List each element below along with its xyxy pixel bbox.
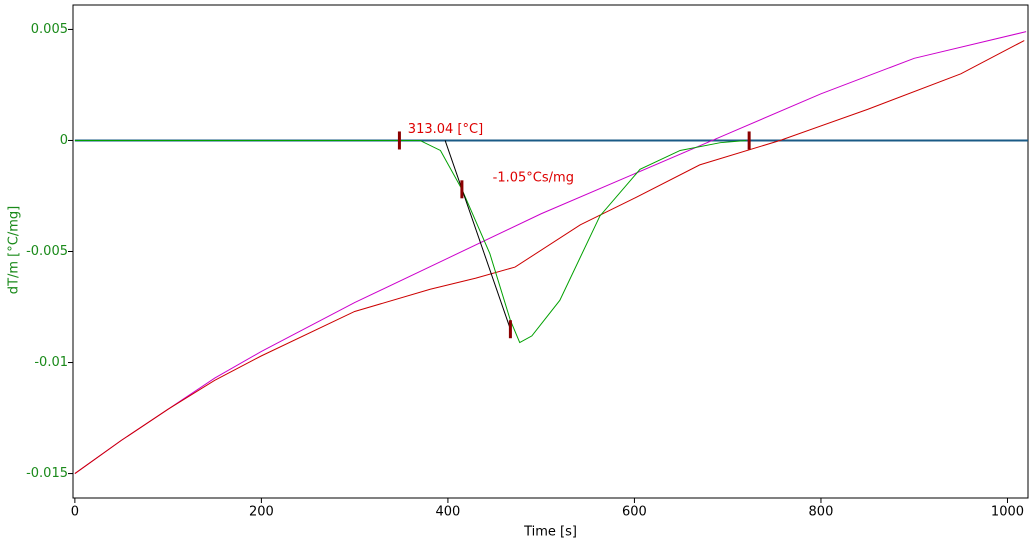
marker (747, 131, 751, 150)
annotation: 313.04 [°C] (408, 122, 483, 137)
y-axis-label: dT/m [°C/mg] (7, 206, 22, 294)
y-tick-label: -0.01 (34, 355, 68, 370)
line-series (74, 31, 1027, 474)
y-tick-label: -0.015 (26, 466, 68, 481)
marker (397, 131, 401, 150)
line-series (74, 139, 747, 344)
y-tick-label: -0.005 (26, 244, 68, 259)
x-tick-label: 400 (435, 505, 460, 520)
line-series (74, 40, 1025, 474)
annotation: -1.05°Cs/mg (493, 171, 574, 186)
y-tick-label: 0.005 (31, 22, 68, 37)
x-tick-label: 600 (622, 505, 647, 520)
marker (508, 320, 512, 339)
x-axis-label: Time [s] (523, 525, 577, 540)
y-tick-label: 0 (60, 133, 68, 148)
x-tick-label: 800 (809, 505, 834, 520)
marker (460, 180, 464, 199)
line-series (444, 140, 511, 330)
x-tick-label: 200 (249, 505, 274, 520)
x-tick-label: 1000 (991, 505, 1024, 520)
plot-frame (72, 4, 1029, 499)
x-tick-label: 0 (71, 505, 79, 520)
